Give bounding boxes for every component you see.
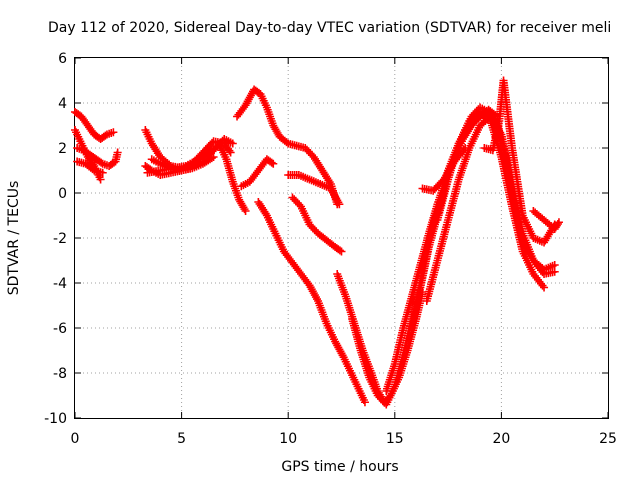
- x-tick-label: 10: [279, 431, 297, 447]
- data-point: [267, 158, 276, 167]
- y-tick-label: -8: [53, 366, 67, 382]
- data-point: [109, 128, 118, 137]
- x-tick-label: 20: [492, 431, 510, 447]
- data-point: [337, 247, 346, 256]
- series-track-w: [529, 207, 563, 233]
- chart-title: Day 112 of 2020, Sidereal Day-to-day VTE…: [48, 20, 611, 36]
- x-axis-label: GPS time / hours: [281, 459, 398, 475]
- data-point: [360, 398, 369, 407]
- data-point: [554, 218, 563, 227]
- x-tick-label: 15: [386, 431, 404, 447]
- series-track-j: [233, 85, 342, 209]
- y-tick-label: 4: [58, 96, 67, 112]
- data-point: [553, 219, 562, 228]
- data-point: [98, 168, 107, 177]
- y-tick-label: -2: [53, 231, 67, 247]
- series-track-i: [215, 141, 250, 215]
- x-tick-label: 5: [177, 431, 186, 447]
- y-tick-label: 2: [58, 141, 67, 157]
- data-point: [335, 200, 344, 209]
- data-point: [550, 261, 559, 269]
- plot-frame: [74, 57, 609, 419]
- series-track-v: [418, 144, 470, 195]
- y-tick-label: 0: [58, 186, 67, 202]
- data-point: [225, 146, 234, 155]
- series-track-m: [288, 193, 346, 256]
- series-track-h: [147, 135, 237, 175]
- data-point: [461, 144, 470, 152]
- data-point: [269, 159, 278, 168]
- x-tick-label: 25: [599, 431, 617, 447]
- series-track-t: [433, 108, 549, 292]
- y-tick-label: -4: [53, 276, 67, 292]
- data-point: [226, 148, 235, 157]
- series-track-c: [73, 144, 122, 170]
- y-tick-label: -10: [44, 411, 67, 427]
- series-track-a: [71, 108, 118, 143]
- data-point: [550, 267, 559, 276]
- x-tick-label: 0: [71, 431, 80, 447]
- data-point: [113, 148, 122, 157]
- series-track-d: [73, 157, 107, 177]
- series-track-n: [284, 171, 344, 209]
- series-track-u: [480, 76, 559, 247]
- series-track-k: [237, 155, 278, 191]
- data-series: [71, 76, 563, 409]
- data-point: [241, 207, 250, 215]
- y-tick-label: -6: [53, 321, 67, 337]
- data-point: [540, 283, 549, 292]
- y-tick-label: 6: [58, 51, 67, 67]
- data-point: [96, 175, 105, 184]
- axis-ticks: 0 5 10 15 20 25 -10 -8 -6 -4 -2 0 2 4 6: [44, 51, 617, 447]
- data-point: [295, 200, 304, 209]
- y-axis-label: SDTVAR / TECUs: [6, 181, 22, 296]
- data-point: [335, 246, 344, 255]
- series-track-l: [254, 198, 369, 407]
- data-point: [228, 139, 237, 148]
